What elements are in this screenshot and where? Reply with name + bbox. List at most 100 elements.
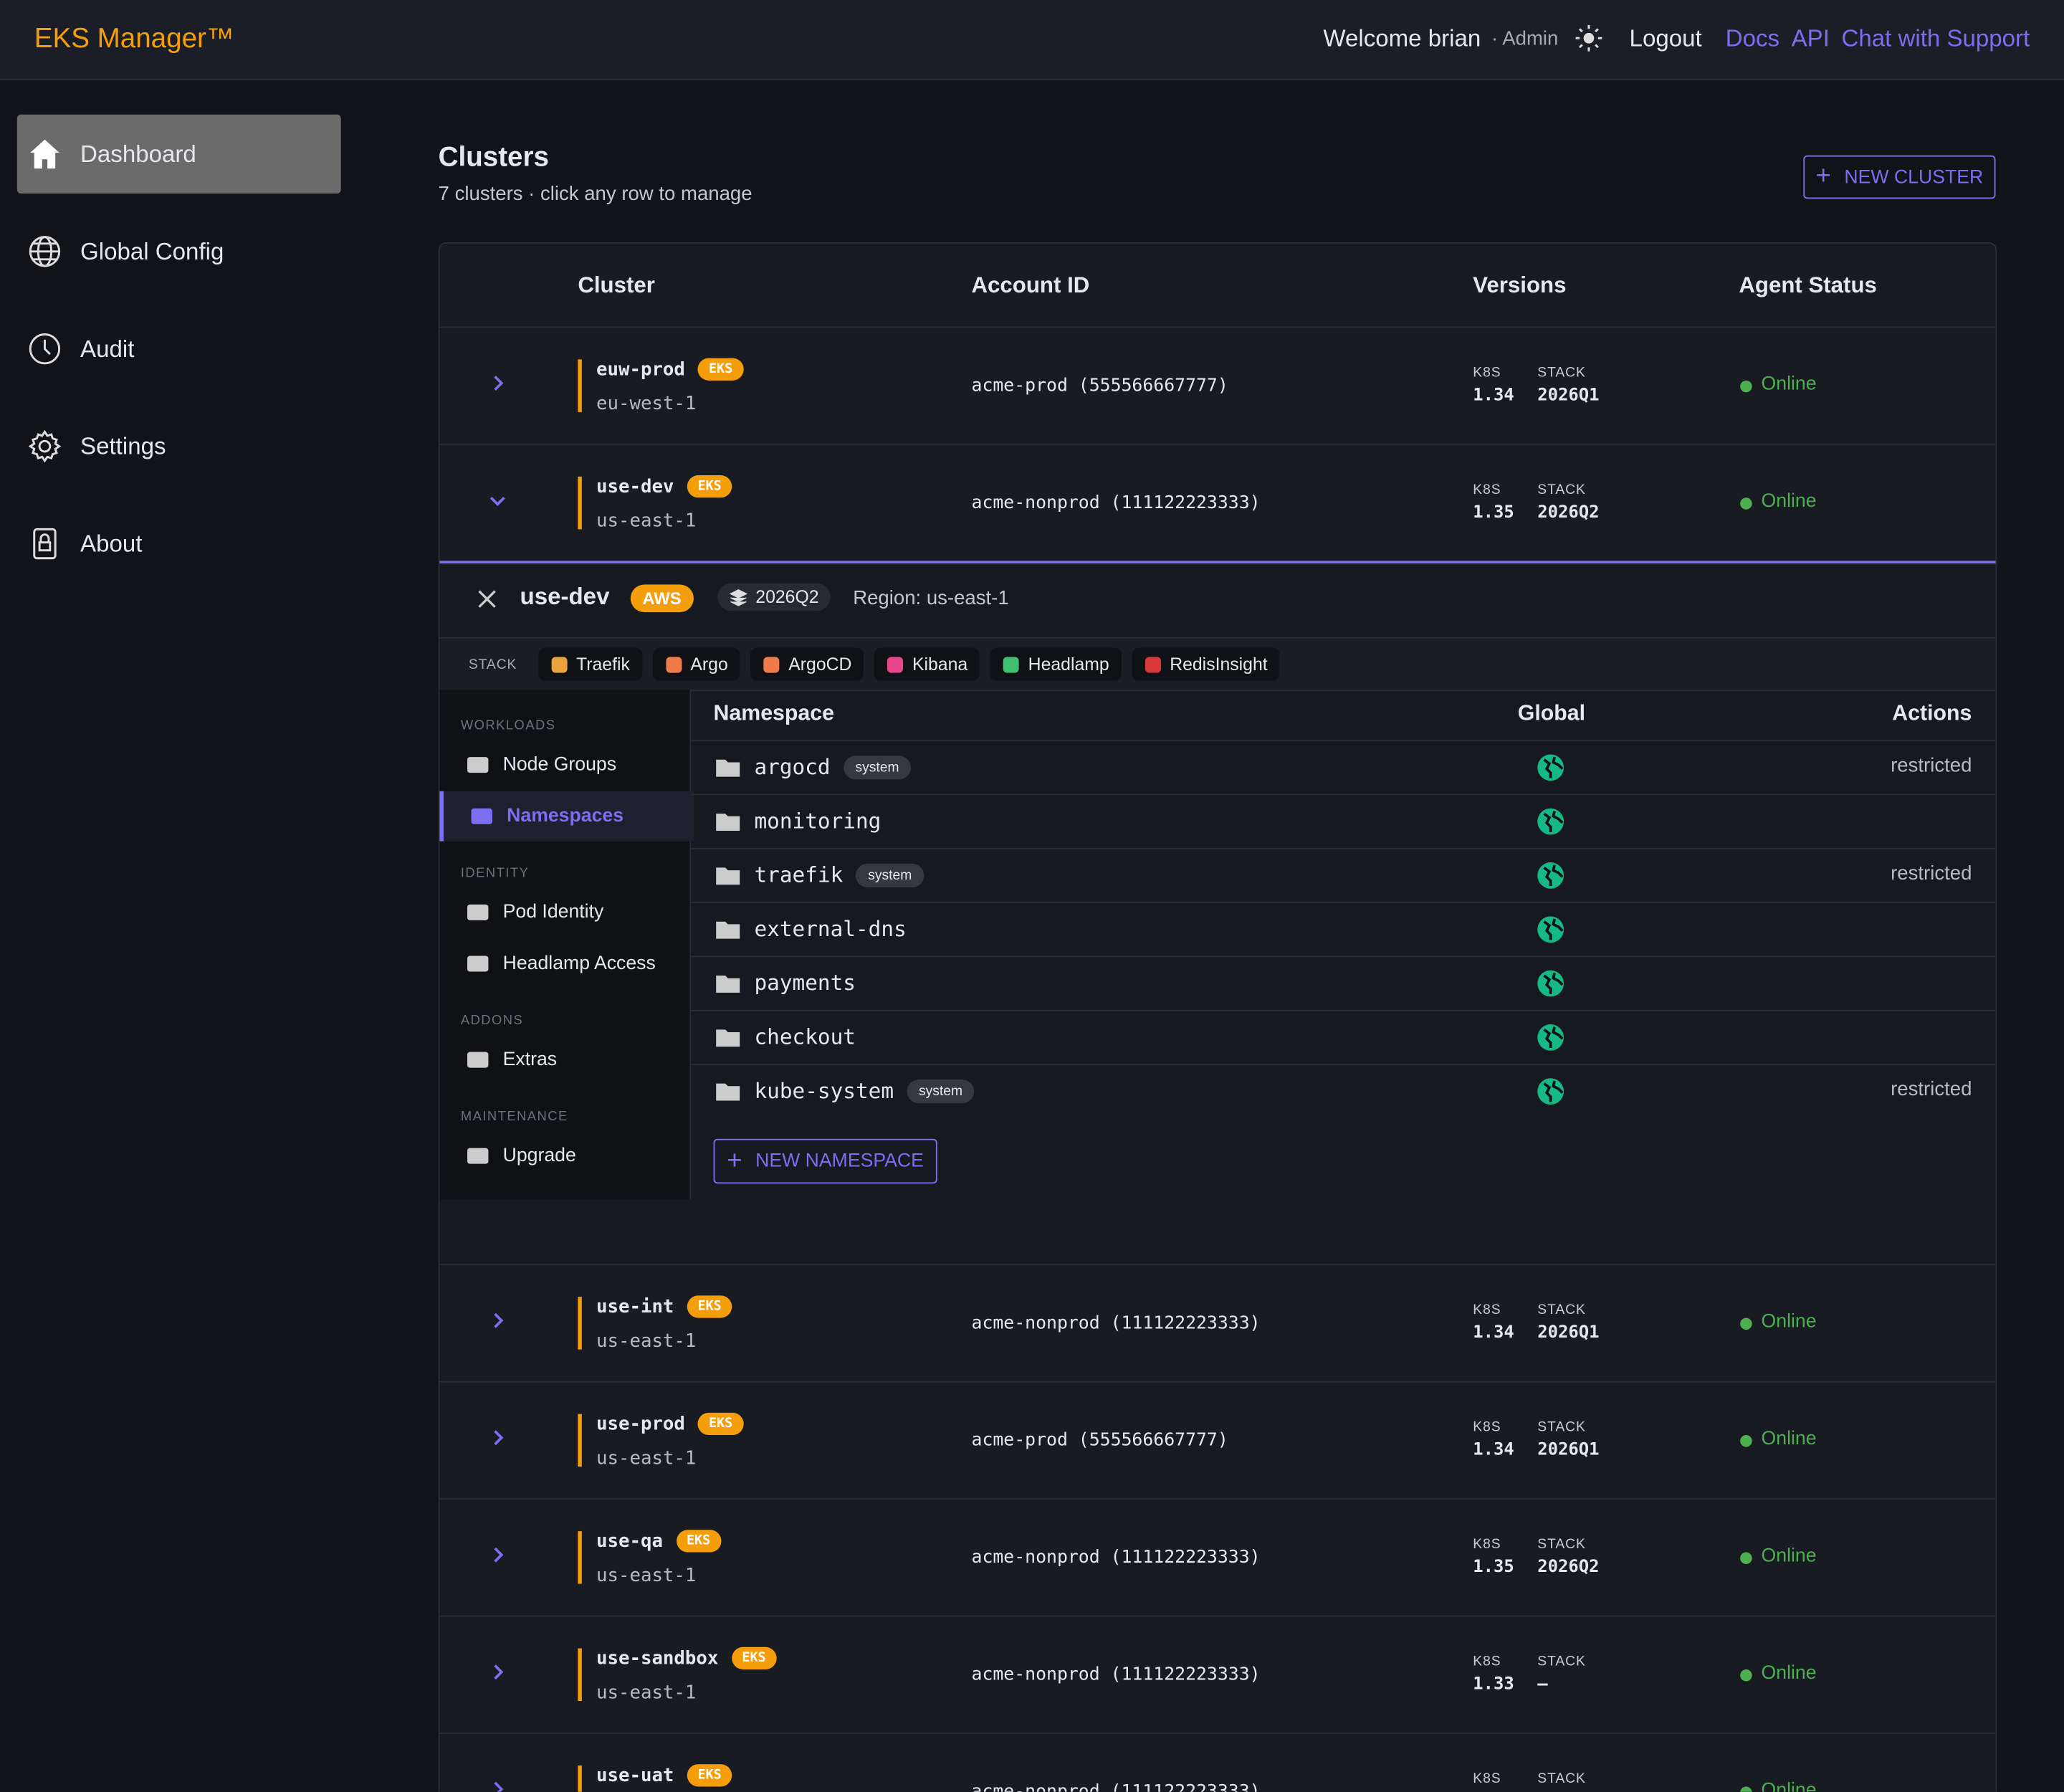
agent-status: Online [1761, 1662, 1817, 1684]
status-dot [1740, 1317, 1752, 1330]
column-header: Actions [1892, 701, 1972, 726]
tool-name: Traefik [576, 654, 630, 675]
namespace-action: restricted [1891, 862, 1972, 885]
detail-nav-item[interactable]: Extras [439, 1035, 689, 1085]
stack-tool[interactable]: ArgoCD [750, 647, 864, 681]
detail-nav-item[interactable]: Headlamp Access [439, 939, 689, 989]
accent-bar [578, 1531, 582, 1584]
logout[interactable]: Logout [1629, 24, 1702, 51]
cluster-row[interactable]: use-prod EKS us-east-1 acme-prod (555566667… [439, 1381, 1996, 1500]
detail-nav-item[interactable]: Pod Identity [439, 887, 689, 938]
cluster-name: use-uat [596, 1765, 674, 1787]
stack-tool[interactable]: Kibana [874, 647, 980, 681]
namespace-row[interactable]: kube-system system restricted [691, 1064, 1996, 1117]
k8s-version: 1.33 [1473, 1674, 1514, 1695]
namespace-tag: system [843, 756, 912, 780]
nav-item[interactable]: Dashboard [16, 114, 341, 194]
namespace-table: Namespace Global Actions argocd system restri… [691, 690, 1996, 1266]
item-label: Pod Identity [502, 902, 604, 923]
expand-chevron [487, 1662, 508, 1689]
close-button[interactable] [477, 588, 497, 616]
new-cluster-button[interactable]: + NEW CLUSTER [1803, 155, 1996, 199]
stack-label: STACK [468, 656, 517, 672]
folder-icon [715, 973, 741, 1001]
cluster-row[interactable]: use-qa EKS us-east-1 acme-nonprod (11112222… [439, 1498, 1996, 1616]
global-icon [1536, 753, 1564, 789]
top-bar: EKS Manager™ Welcome brian · Admin Logou… [0, 0, 2064, 81]
cluster-name: use-qa [596, 1531, 663, 1553]
cluster-row[interactable]: use-sandbox EKS us-east-1 acme-nonprod (111… [439, 1615, 1996, 1734]
cluster-region: us-east-1 [596, 1448, 697, 1469]
expand-chevron [487, 1310, 508, 1338]
cluster-badge: EKS [676, 1530, 721, 1553]
nav-item[interactable]: Settings [17, 407, 341, 486]
stack-label: STACK [1537, 1419, 1586, 1436]
account-id: acme-prod (555566667777) [971, 375, 1228, 396]
cluster-name-wrap: use-qa EKS [596, 1530, 721, 1553]
header-link[interactable]: Chat with Support [1841, 24, 2030, 51]
cluster-row[interactable]: euw-prod EKS eu-west-1 acme-prod (555566667… [439, 326, 1996, 445]
header-link[interactable]: API [1791, 24, 1830, 51]
expand-chevron [487, 1427, 508, 1455]
namespace-name: traefik [754, 862, 844, 887]
nav-item[interactable]: Global Config [17, 212, 341, 291]
nav-label: About [80, 530, 143, 557]
status-dot [1740, 1552, 1752, 1565]
header-link[interactable]: Docs [1725, 24, 1780, 51]
namespace-row[interactable]: payments [691, 955, 1996, 1009]
region: Region: us-east-1 [853, 587, 1009, 610]
detail-nav-item[interactable]: Namespaces [439, 791, 694, 842]
stack-version: 2026Q1 [1537, 1440, 1600, 1460]
section-title: WORKLOADS [460, 718, 556, 734]
expand-chevron [487, 490, 508, 518]
agent-status: Online [1761, 1780, 1817, 1792]
cluster-name-wrap: use-uat EKS [596, 1764, 732, 1787]
k8s-label: K8S [1473, 1770, 1501, 1787]
namespace-name: monitoring [754, 808, 882, 834]
stack-tool[interactable]: Argo [652, 647, 740, 681]
agent-status: Online [1761, 373, 1817, 396]
global-icon [1536, 915, 1564, 951]
namespace-name: kube-system [754, 1078, 894, 1104]
stack-tool[interactable]: RedisInsight [1131, 647, 1280, 681]
status-dot [1740, 380, 1752, 393]
nav-item[interactable]: About [17, 504, 341, 583]
nav-label: Audit [80, 335, 135, 362]
nav-item[interactable]: Audit [17, 310, 341, 389]
namespace-row[interactable]: argocd system restricted [691, 740, 1996, 793]
namespace-name: argocd [754, 754, 831, 780]
namespace-name-wrap: monitoring [754, 809, 881, 834]
detail-name: use-dev [520, 583, 610, 610]
item-label: Upgrade [502, 1145, 576, 1167]
theme-toggle[interactable] [1574, 24, 1602, 52]
folder-icon [715, 865, 741, 893]
stack-label: STACK [1537, 1302, 1586, 1318]
new-namespace-button[interactable]: + NEW NAMESPACE [713, 1138, 937, 1184]
cluster-row[interactable]: use-int EKS us-east-1 acme-nonprod (1111222… [439, 1264, 1996, 1382]
item-label: Node Groups [502, 754, 617, 776]
cluster-row[interactable]: use-dev EKS us-east-1 acme-nonprod (1111222… [439, 443, 1996, 562]
column-header: Agent Status [1739, 272, 1877, 298]
stack-version: — [1537, 1674, 1548, 1695]
expand-chevron [487, 373, 508, 401]
agent-status: Online [1761, 1311, 1817, 1333]
stack-label: STACK [1537, 1536, 1586, 1553]
cluster-name-wrap: use-sandbox EKS [596, 1646, 777, 1669]
nav-label: Dashboard [80, 140, 196, 167]
namespace-row[interactable]: checkout [691, 1009, 1996, 1064]
stack-tool[interactable]: Headlamp [990, 647, 1122, 681]
namespace-row[interactable]: external-dns [691, 902, 1996, 955]
namespace-row[interactable]: traefik system restricted [691, 847, 1996, 902]
detail-nav-item[interactable]: Node Groups [439, 740, 689, 790]
folder-icon [715, 1027, 741, 1055]
cluster-name-wrap: use-int EKS [596, 1295, 732, 1318]
namespace-row[interactable]: monitoring [691, 793, 1996, 848]
namespace-action: restricted [1891, 1078, 1972, 1101]
stack-tool[interactable]: Traefik [538, 647, 642, 681]
detail-nav-item[interactable]: Upgrade [439, 1131, 689, 1181]
column-header: Versions [1473, 272, 1567, 298]
global-icon [1536, 969, 1564, 1005]
